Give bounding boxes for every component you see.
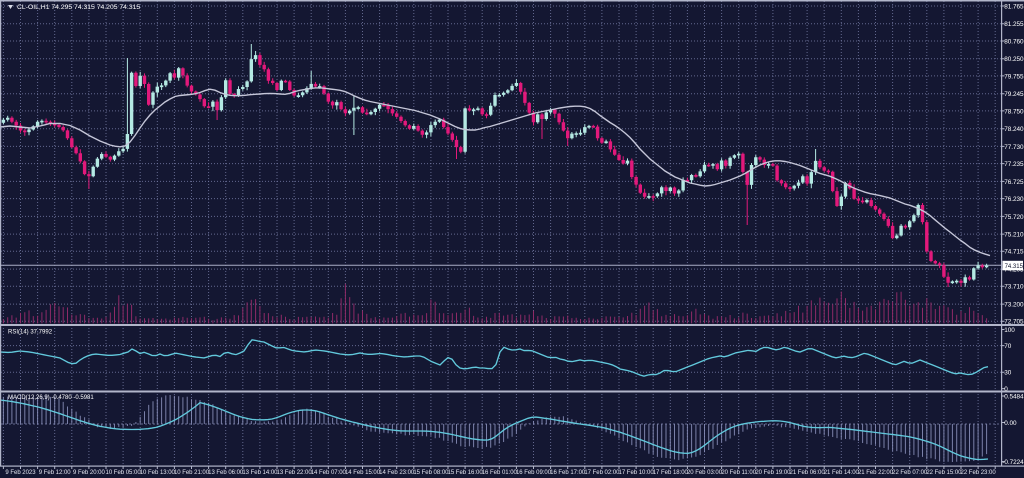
svg-text:RSI(14) 37.7992: RSI(14) 37.7992 xyxy=(8,330,53,336)
svg-text:13 Feb 06:00: 13 Feb 06:00 xyxy=(208,470,244,476)
svg-text:21 Feb 22:00: 21 Feb 22:00 xyxy=(858,470,894,476)
svg-text:14 Feb 07:00: 14 Feb 07:00 xyxy=(311,470,347,476)
svg-text:72.705: 72.705 xyxy=(1004,319,1024,326)
svg-text:78.240: 78.240 xyxy=(1004,126,1024,133)
svg-text:74.315: 74.315 xyxy=(1005,264,1024,270)
svg-text:77.730: 77.730 xyxy=(1004,144,1024,151)
svg-text:78.750: 78.750 xyxy=(1004,108,1024,115)
svg-text:81.765: 81.765 xyxy=(1004,3,1024,10)
svg-text:74.715: 74.715 xyxy=(1004,249,1024,256)
svg-text:9 Feb 12:00: 9 Feb 12:00 xyxy=(39,470,71,476)
svg-text:0.00: 0.00 xyxy=(1004,420,1017,427)
svg-text:22 Feb 15:00: 22 Feb 15:00 xyxy=(926,470,962,476)
svg-text:20 Feb 19:00: 20 Feb 19:00 xyxy=(755,470,791,476)
svg-text:0: 0 xyxy=(1004,386,1008,393)
svg-text:21 Feb 06:00: 21 Feb 06:00 xyxy=(790,470,826,476)
svg-text:30: 30 xyxy=(1004,370,1012,377)
svg-text:76.725: 76.725 xyxy=(1004,179,1024,186)
svg-text:14 Feb 15:00: 14 Feb 15:00 xyxy=(345,470,381,476)
svg-text:20 Feb 11:00: 20 Feb 11:00 xyxy=(721,470,756,476)
svg-text:15 Feb 16:00: 15 Feb 16:00 xyxy=(448,470,484,476)
svg-text:17 Feb 10:00: 17 Feb 10:00 xyxy=(619,470,655,476)
svg-text:73.200: 73.200 xyxy=(1004,302,1024,309)
svg-text:16 Feb 09:00: 16 Feb 09:00 xyxy=(516,470,552,476)
svg-text:CL-OIL,H1 74.295 74.315 74.20: CL-OIL,H1 74.295 74.315 74.205 74.315 xyxy=(17,4,140,11)
svg-text:-0.7224: -0.7224 xyxy=(1002,459,1024,466)
svg-text:73.710: 73.710 xyxy=(1004,284,1024,291)
svg-text:75.720: 75.720 xyxy=(1004,214,1024,221)
svg-text:13 Feb 14:00: 13 Feb 14:00 xyxy=(242,470,278,476)
svg-text:79.755: 79.755 xyxy=(1004,73,1024,80)
svg-text:10 Feb 13:00: 10 Feb 13:00 xyxy=(140,470,176,476)
svg-text:21 Feb 14:00: 21 Feb 14:00 xyxy=(824,470,860,476)
svg-text:17 Feb 02:00: 17 Feb 02:00 xyxy=(584,470,620,476)
svg-text:76.230: 76.230 xyxy=(1004,196,1024,203)
svg-text:0.5484: 0.5484 xyxy=(1004,393,1024,400)
svg-text:9 Feb 20:00: 9 Feb 20:00 xyxy=(73,470,105,476)
svg-text:13 Feb 22:00: 13 Feb 22:00 xyxy=(277,470,313,476)
svg-text:16 Feb 17:00: 16 Feb 17:00 xyxy=(550,470,586,476)
svg-text:10 Feb 05:00: 10 Feb 05:00 xyxy=(106,470,142,476)
svg-text:15 Feb 08:00: 15 Feb 08:00 xyxy=(413,470,449,476)
svg-text:22 Feb 07:00: 22 Feb 07:00 xyxy=(892,470,928,476)
svg-text:14 Feb 23:00: 14 Feb 23:00 xyxy=(379,470,415,476)
svg-text:MACD(12,26,9) -0.4780 -0.5981: MACD(12,26,9) -0.4780 -0.5981 xyxy=(8,395,94,401)
svg-text:80.250: 80.250 xyxy=(1004,56,1024,63)
svg-text:22 Feb 23:00: 22 Feb 23:00 xyxy=(961,470,997,476)
svg-text:81.255: 81.255 xyxy=(1004,21,1024,28)
svg-text:9 Feb 2023: 9 Feb 2023 xyxy=(5,470,36,476)
svg-text:77.235: 77.235 xyxy=(1004,161,1024,168)
svg-text:79.245: 79.245 xyxy=(1004,91,1024,98)
svg-text:70: 70 xyxy=(1004,343,1012,350)
svg-text:75.210: 75.210 xyxy=(1004,232,1024,239)
svg-text:17 Feb 18:00: 17 Feb 18:00 xyxy=(653,470,689,476)
svg-text:10 Feb 21:00: 10 Feb 21:00 xyxy=(174,470,210,476)
svg-text:16 Feb 01:00: 16 Feb 01:00 xyxy=(482,470,518,476)
svg-text:80.760: 80.760 xyxy=(1004,38,1024,45)
svg-text:20 Feb 03:00: 20 Feb 03:00 xyxy=(687,470,723,476)
svg-text:100: 100 xyxy=(1004,327,1015,334)
